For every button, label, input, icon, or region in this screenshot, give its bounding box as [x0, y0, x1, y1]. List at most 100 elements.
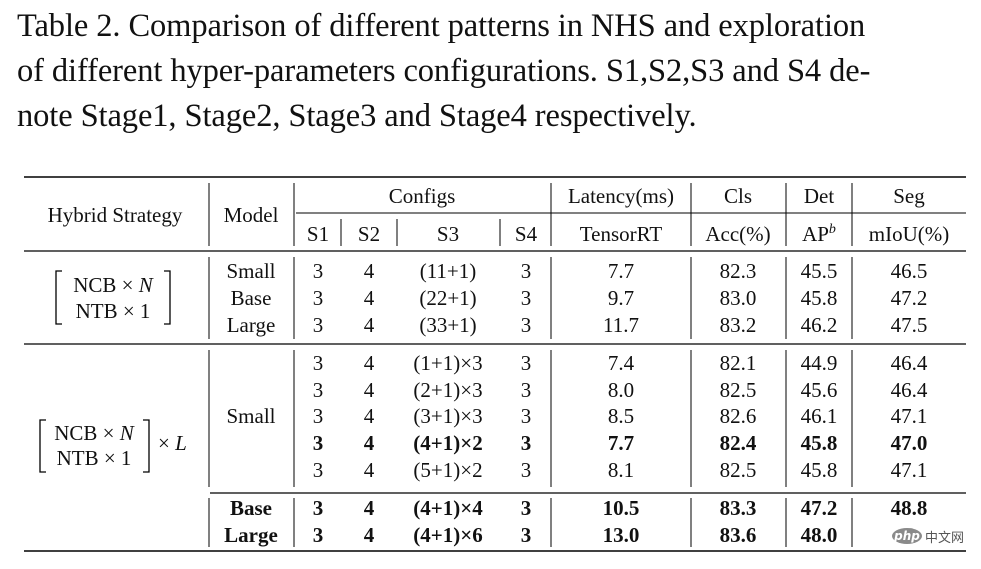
cell-acc: 83.3: [720, 496, 757, 520]
cell-s3: (22+1): [419, 286, 476, 310]
cell-s4: 3: [521, 496, 532, 520]
group2-vertical-rules: [208, 350, 853, 487]
cell-miou: 47.0: [891, 431, 928, 455]
cell-s3: (11+1): [420, 259, 477, 283]
cell-s2: 4: [364, 259, 375, 283]
cell-s4: 3: [521, 378, 532, 402]
cell-acc: 82.6: [720, 404, 757, 428]
cell-acc: 82.1: [720, 351, 757, 375]
header-s3: S3: [437, 222, 459, 246]
header-s4: S4: [515, 222, 538, 246]
strategy-2-line-1: NCB × N: [54, 421, 135, 445]
header-miou: mIoU(%): [869, 222, 949, 246]
cell-ap: 48.0: [801, 523, 838, 547]
table-row: 3 4 (3+1)×3 3 8.5 82.6 46.1 47.1: [313, 404, 928, 428]
cell-latency: 7.7: [608, 259, 634, 283]
header-tensorrt: TensorRT: [580, 222, 663, 246]
cell-s3: (5+1)×2: [413, 458, 482, 482]
cell-latency: 11.7: [603, 313, 639, 337]
cell-s1: 3: [313, 523, 324, 547]
cell-s3: (3+1)×3: [413, 404, 482, 428]
cell-s4: 3: [521, 523, 532, 547]
caption-line-2: of different hyper-parameters configurat…: [17, 53, 871, 89]
cell-s4: 3: [521, 404, 532, 428]
header-seg: Seg: [893, 184, 925, 208]
cell-latency: 8.1: [608, 458, 634, 482]
strategy-1-line-2: NTB × 1: [76, 299, 151, 323]
cell-s3: (4+1)×2: [413, 431, 482, 455]
header-latency: Latency(ms): [568, 184, 674, 208]
cell-acc: 82.3: [720, 259, 757, 283]
cell-model: Base: [230, 496, 272, 520]
table-row: Small 3 4 (11+1) 3 7.7 82.3 45.5 46.5: [226, 259, 927, 283]
header-ap-superscript: b: [829, 222, 836, 237]
table-rows: Small 3 4 (11+1) 3 7.7 82.3 45.5 46.5 Base 3 4 (22+1…: [224, 259, 928, 547]
cell-ap: 45.8: [801, 458, 838, 482]
cell-ap: 46.1: [801, 404, 838, 428]
cell-acc: 83.6: [720, 523, 757, 547]
cell-s3: (2+1)×3: [413, 378, 482, 402]
cell-latency: 7.4: [608, 351, 635, 375]
cell-latency: 13.0: [603, 523, 640, 547]
cell-miou: 46.4: [891, 351, 928, 375]
cell-ap: 46.2: [801, 313, 838, 337]
cell-s1: 3: [313, 458, 324, 482]
header-ap: APb: [802, 222, 836, 246]
header-det: Det: [804, 184, 834, 208]
table-row: 3 4 (4+1)×2 3 7.7 82.4 45.8 47.0: [313, 431, 928, 455]
cell-latency: 7.7: [608, 431, 634, 455]
caption-line-3: note Stage1, Stage2, Stage3 and Stage4 r…: [17, 98, 697, 134]
cell-latency: 10.5: [603, 496, 640, 520]
caption-line-1: Table 2. Comparison of different pattern…: [17, 8, 866, 44]
cell-latency: 8.0: [608, 378, 634, 402]
group1-vertical-rules: [208, 257, 853, 339]
cell-miou: 47.5: [891, 313, 928, 337]
cell-ap: 45.5: [801, 259, 838, 283]
table-row: Base 3 4 (4+1)×4 3 10.5 83.3 47.2 48.8: [230, 496, 927, 520]
cell-s1: 3: [313, 496, 324, 520]
table-row: 3 4 (5+1)×2 3 8.1 82.5 45.8 47.1: [313, 458, 928, 482]
strategy-1-line-1: NCB × N: [73, 273, 154, 297]
cell-s1: 3: [313, 431, 324, 455]
cell-model: Base: [231, 286, 272, 310]
cell-s2: 4: [364, 351, 375, 375]
header-s2: S2: [358, 222, 380, 246]
cell-ap: 45.6: [801, 378, 838, 402]
cell-model: Large: [227, 313, 276, 337]
header-model: Model: [224, 203, 279, 227]
cell-s4: 3: [521, 259, 532, 283]
group3-vertical-rules: [208, 498, 853, 547]
cell-miou: 47.1: [891, 458, 928, 482]
cell-miou: 47.2: [891, 286, 928, 310]
cell-s1: 3: [313, 259, 324, 283]
cell-s4: 3: [521, 431, 532, 455]
header-s1: S1: [307, 222, 329, 246]
cell-ap: 45.8: [801, 286, 838, 310]
cell-s4: 3: [521, 286, 532, 310]
cell-s2: 4: [364, 404, 375, 428]
cell-s3: (33+1): [419, 313, 476, 337]
cell-s3: (4+1)×6: [413, 523, 482, 547]
header-cls: Cls: [724, 184, 752, 208]
cell-model: Small: [226, 259, 275, 283]
cell-latency: 8.5: [608, 404, 634, 428]
cell-s1: 3: [313, 378, 324, 402]
header-vertical-rules: [208, 183, 853, 246]
cell-miou: 46.5: [891, 259, 928, 283]
cell-miou: 48.8: [891, 496, 928, 520]
watermark-text: 中文网: [925, 530, 965, 546]
strategy-2-line-2: NTB × 1: [57, 446, 132, 470]
cell-s2: 4: [364, 286, 375, 310]
cell-ap: 44.9: [801, 351, 838, 375]
strategy-1-matrix: NCB × N NTB × 1: [55, 270, 171, 325]
cell-s1: 3: [313, 351, 324, 375]
header-hybrid-strategy: Hybrid Strategy: [48, 203, 183, 227]
cell-s3: (4+1)×4: [413, 496, 483, 520]
table-caption: Table 2. Comparison of different pattern…: [17, 4, 967, 139]
cell-latency: 9.7: [608, 286, 634, 310]
cell-s2: 4: [364, 523, 375, 547]
cell-ap: 47.2: [801, 496, 838, 520]
cell-s1: 3: [313, 313, 324, 337]
cell-s2: 4: [364, 431, 375, 455]
cell-acc: 83.2: [720, 313, 757, 337]
